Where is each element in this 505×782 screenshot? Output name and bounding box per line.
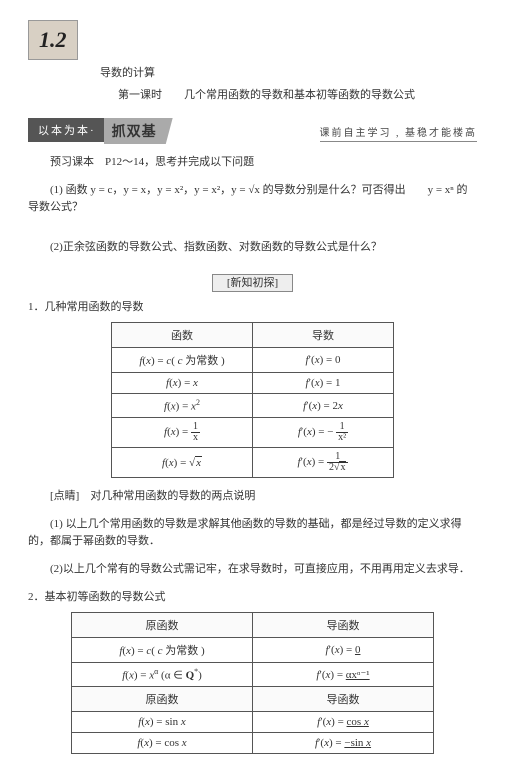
- preview-q2: (2)正余弦函数的导数公式、指数函数、对数函数的导数公式是什么？: [28, 239, 477, 257]
- knowledge-heading-box: [新知初探]: [28, 274, 477, 290]
- t1-r3-f: f(x) = 1x: [112, 418, 253, 448]
- banner-left-2: 抓双基: [104, 118, 173, 144]
- t1-r4-f: f(x) = √x: [112, 448, 253, 478]
- table-row: f(x) = c( c 为常数 ) f′(x) = 0: [72, 638, 434, 663]
- table-row: 原函数 导函数: [72, 687, 434, 712]
- section-number-badge: 1.2: [28, 20, 78, 60]
- t2-r4-d: f′(x) = −sin x: [253, 733, 434, 754]
- t2-r0-d: f′(x) = 0: [253, 638, 434, 663]
- t1-th-func: 函数: [112, 323, 253, 348]
- section-title: 导数的计算: [28, 64, 477, 80]
- preview-q1: (1) 函数 y = c，y = x，y = x²，y = x²，y = √x …: [28, 182, 477, 217]
- t2-th-deriv-2: 导函数: [253, 687, 434, 712]
- note-p1: (1) 以上几个常用函数的导数是求解其他函数的导数的基础，都是经过导数的定义求得…: [28, 516, 477, 551]
- t1-r1-d: f′(x) = 1: [253, 373, 394, 394]
- knowledge-heading: [新知初探]: [212, 274, 293, 292]
- t1-r0-d: f′(x) = 0: [253, 348, 394, 373]
- banner-left-1: 以本为本·: [28, 118, 106, 142]
- table-elementary-derivatives: 原函数 导函数 f(x) = c( c 为常数 ) f′(x) = 0 f(x)…: [71, 612, 434, 754]
- table-row: f(x) = x2 f′(x) = 2x: [112, 394, 394, 418]
- t1-r2-d: f′(x) = 2x: [253, 394, 394, 418]
- t2-r4-f: f(x) = cos x: [72, 733, 253, 754]
- lesson-title: 第一课时 几个常用函数的导数和基本初等函数的导数公式: [28, 86, 477, 102]
- sec1-title: 1．几种常用函数的导数: [28, 298, 477, 314]
- t1-r2-f: f(x) = x2: [112, 394, 253, 418]
- t2-th-func: 原函数: [72, 613, 253, 638]
- t1-r4-d: f′(x) = 12√x: [253, 448, 394, 478]
- table-row: f(x) = c( c 为常数 ) f′(x) = 0: [112, 348, 394, 373]
- t2-r3-f: f(x) = sin x: [72, 712, 253, 733]
- table-common-derivatives: 函数 导数 f(x) = c( c 为常数 ) f′(x) = 0 f(x) =…: [111, 322, 394, 478]
- t1-r0-f: f(x) = c( c 为常数 ): [112, 348, 253, 373]
- t1-th-deriv: 导数: [253, 323, 394, 348]
- t2-r1-f: f(x) = xα (α ∈ Q*): [72, 663, 253, 687]
- table-row: f(x) = 1x f′(x) = − 1x²: [112, 418, 394, 448]
- preview-intro: 预习课本 P12～14，思考并完成以下问题: [28, 154, 477, 172]
- t2-r0-f: f(x) = c( c 为常数 ): [72, 638, 253, 663]
- t2-r3-d: f′(x) = cos x: [253, 712, 434, 733]
- t1-r3-d: f′(x) = − 1x²: [253, 418, 394, 448]
- table-row: f(x) = xα (α ∈ Q*) f′(x) = αxᵅ⁻¹: [72, 663, 434, 687]
- table-row: f(x) = cos x f′(x) = −sin x: [72, 733, 434, 754]
- t2-th-func-2: 原函数: [72, 687, 253, 712]
- banner-right-text: 课前自主学习 , 基稳才能楼高: [320, 124, 478, 142]
- t1-r1-f: f(x) = x: [112, 373, 253, 394]
- t2-th-deriv: 导函数: [253, 613, 434, 638]
- table-row: f(x) = √x f′(x) = 12√x: [112, 448, 394, 478]
- table-row: f(x) = x f′(x) = 1: [112, 373, 394, 394]
- note-label: [点睛] 对几种常用函数的导数的两点说明: [28, 488, 477, 506]
- sec2-title: 2．基本初等函数的导数公式: [28, 588, 477, 604]
- table-row: f(x) = sin x f′(x) = cos x: [72, 712, 434, 733]
- t2-r1-d: f′(x) = αxᵅ⁻¹: [253, 663, 434, 687]
- banner: 以本为本·抓双基 课前自主学习 , 基稳才能楼高: [28, 118, 477, 144]
- note-p2: (2)以上几个常有的导数公式需记牢，在求导数时，可直接应用，不用再用定义去求导．: [28, 561, 477, 579]
